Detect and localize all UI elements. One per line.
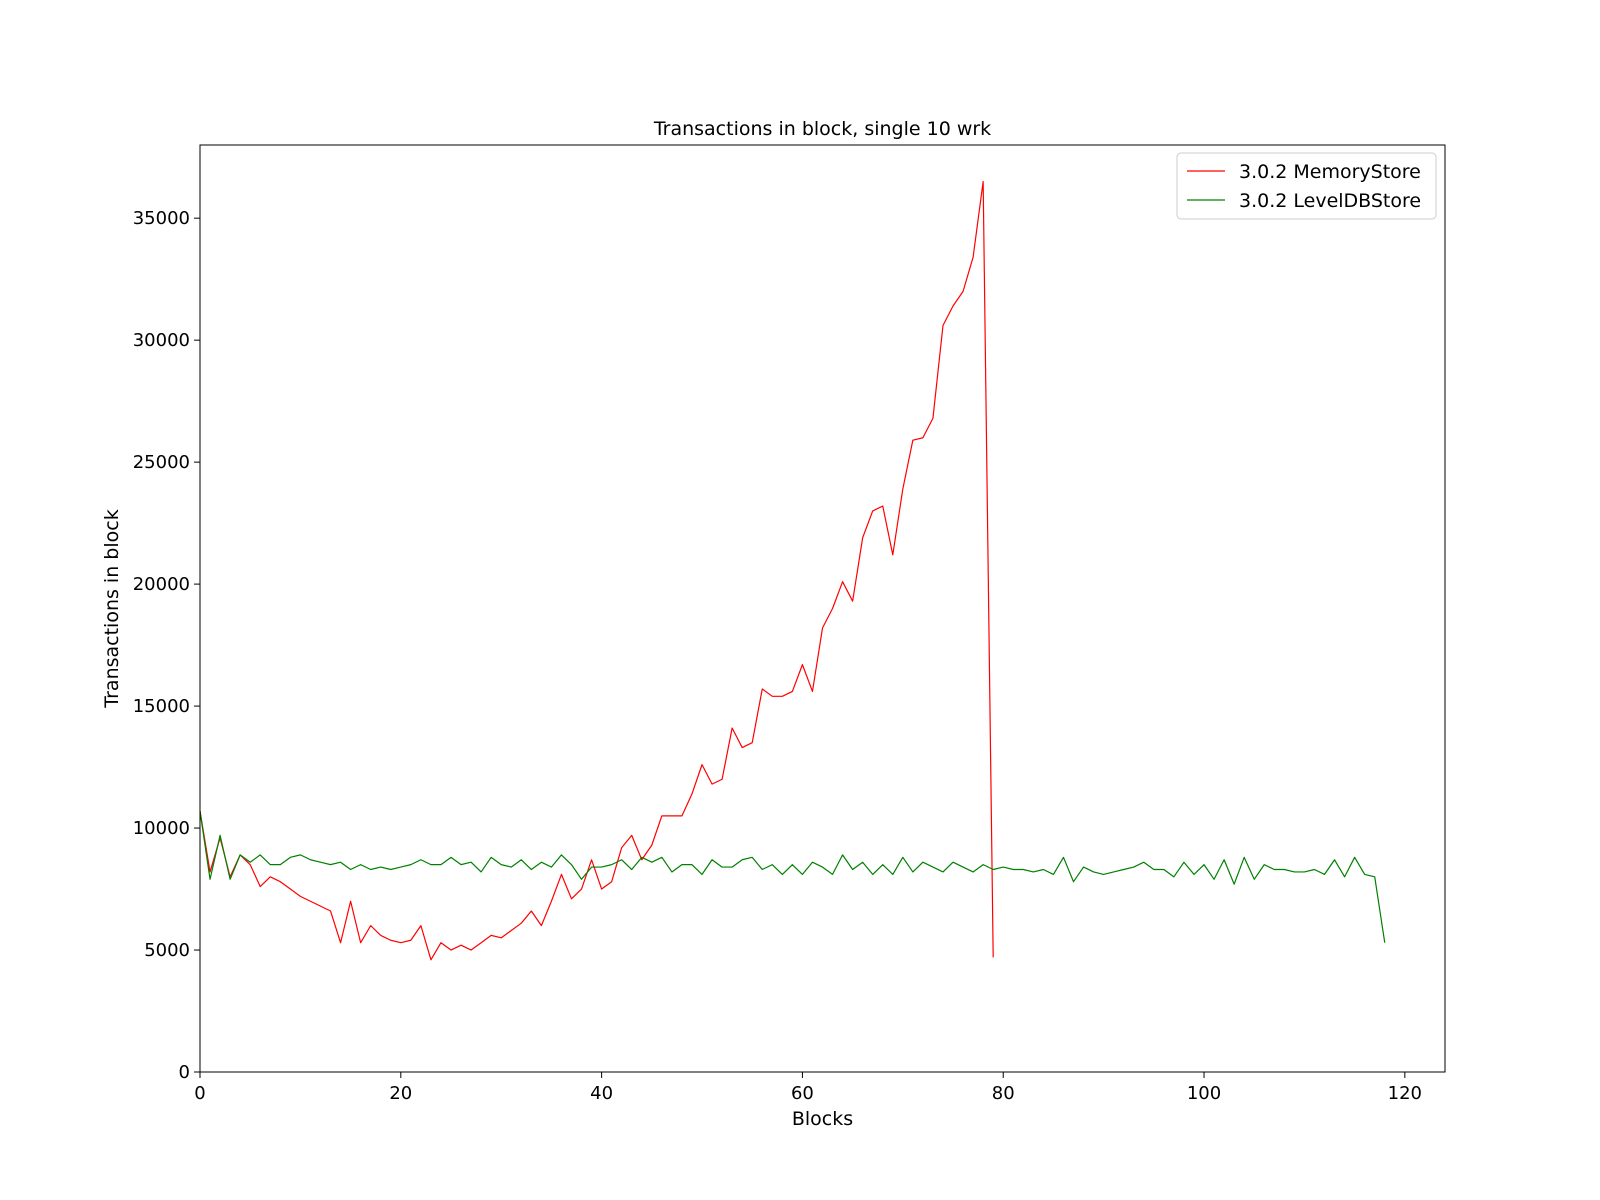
x-tick-label: 0 (194, 1083, 205, 1104)
y-tick-label: 5000 (144, 940, 190, 961)
y-tick-label: 20000 (133, 574, 190, 595)
y-axis-label: Transactions in block (101, 509, 123, 708)
legend-label-memorystore: 3.0.2 MemoryStore (1239, 161, 1421, 183)
x-tick-label: 120 (1388, 1083, 1422, 1104)
y-tick-label: 15000 (133, 696, 190, 717)
chart-title: Transactions in block, single 10 wrk (653, 118, 991, 140)
x-tick-label: 40 (590, 1083, 613, 1104)
x-tick-label: 100 (1187, 1083, 1221, 1104)
y-tick-label: 10000 (133, 818, 190, 839)
legend: 3.0.2 MemoryStore 3.0.2 LevelDBStore (1176, 152, 1437, 220)
plot-area-frame (199, 144, 1446, 1073)
series-lines (199, 180, 1386, 961)
series-line-3-0-2-leveldbstore (199, 810, 1386, 943)
y-tick-label: 25000 (133, 452, 190, 473)
axis-ticks: 0 20 40 60 80 100 120 0 5000 10000 15000 20000 25000… (133, 208, 1422, 1104)
y-tick-label: 30000 (133, 330, 190, 351)
legend-label-leveldbstore: 3.0.2 LevelDBStore (1239, 190, 1421, 212)
series-line-3-0-2-memorystore (199, 180, 994, 961)
x-tick-label: 60 (791, 1083, 814, 1104)
y-tick-label: 35000 (133, 208, 190, 229)
x-tick-label: 20 (389, 1083, 412, 1104)
x-axis-label: Blocks (792, 1108, 853, 1130)
y-tick-label: 0 (179, 1062, 190, 1083)
x-tick-label: 80 (992, 1083, 1015, 1104)
legend-box (1176, 152, 1437, 220)
